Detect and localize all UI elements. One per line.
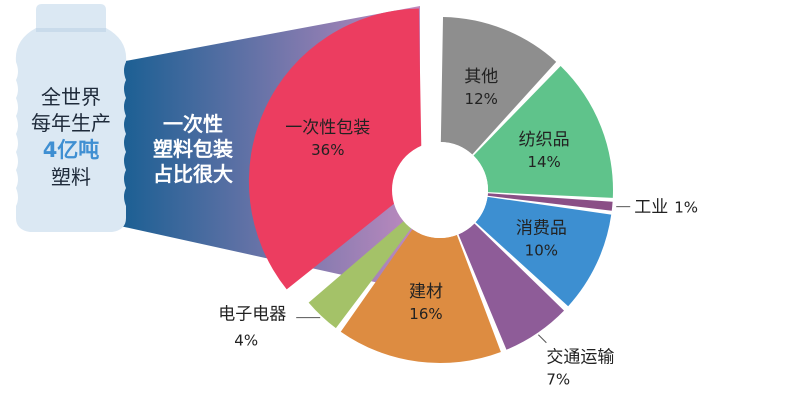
slice-pct-4: 1%: [674, 199, 698, 217]
slice-pct-3: 14%: [527, 153, 560, 171]
slice-pct-2: 12%: [465, 90, 498, 108]
pie-slice-1: [248, 8, 422, 290]
slice-label-4: 工业: [634, 198, 668, 218]
pie-slice-2: [440, 17, 557, 155]
bottle-text-line2: 每年生产: [31, 111, 111, 135]
bottle-text-amount: 4亿吨: [43, 138, 100, 162]
pie-slice-8: [308, 221, 412, 329]
pie-slice-6: [458, 223, 565, 350]
donut-hole: [392, 142, 488, 238]
slice-pct-7: 16%: [409, 305, 442, 323]
funnel-text-line1: 一次性: [163, 112, 223, 136]
slice-label-1: 一次性包装: [285, 118, 370, 138]
slice-pct-5: 10%: [525, 242, 558, 260]
slice-label-3: 纺织品: [519, 130, 570, 150]
leader-line-6: [538, 334, 547, 344]
bottle-text-line1: 全世界: [41, 85, 101, 109]
slice-pct-8: 4%: [234, 332, 258, 350]
slice-label-6: 交通运输: [546, 348, 614, 368]
funnel-text-line2: 塑料包装: [153, 137, 233, 161]
slice-label-7: 建材: [409, 282, 443, 302]
slice-pct-6: 7%: [546, 371, 570, 389]
pie-slice-3: [473, 65, 613, 198]
funnel-text-line3: 占比很大: [153, 162, 233, 186]
pie-slice-5: [475, 196, 612, 307]
bottle-text-line4: 塑料: [51, 165, 91, 189]
slice-pct-1: 36%: [311, 141, 344, 159]
slice-label-5: 消费品: [516, 219, 567, 239]
slice-label-8: 电子电器: [218, 305, 286, 325]
pie-slice-4: [487, 193, 613, 211]
pie-slice-7: [340, 229, 501, 363]
bottle-icon: [15, 4, 127, 232]
slice-label-2: 其他: [464, 67, 498, 87]
